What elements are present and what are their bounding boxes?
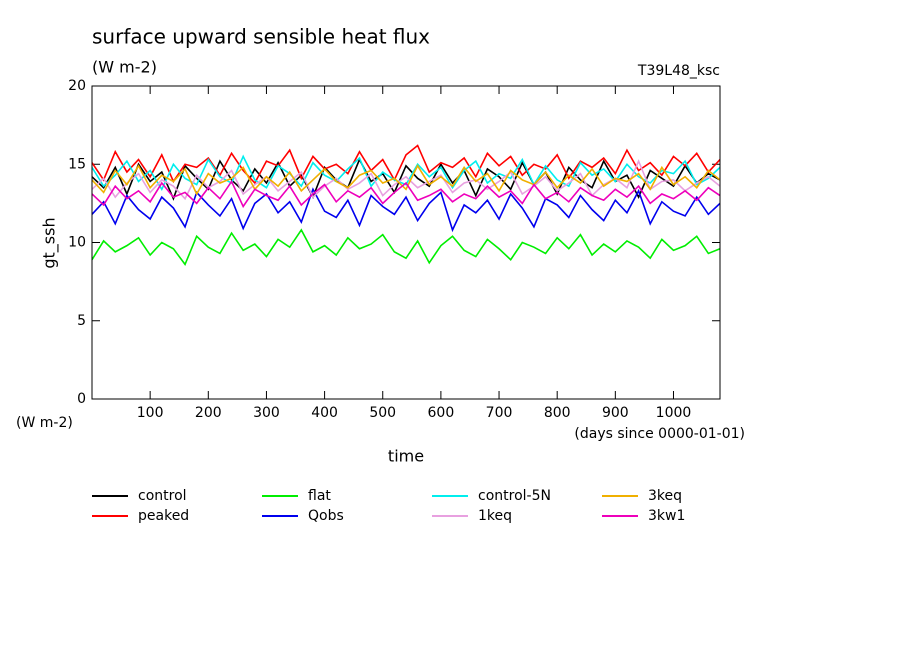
y-axis-label: gt_ssh <box>40 217 60 268</box>
series-line <box>91 154 721 191</box>
plot-frame <box>91 85 721 400</box>
x-tick-label: 600 <box>428 405 455 421</box>
plot-area <box>91 85 721 400</box>
series-line <box>91 179 721 209</box>
x-tick-label: 400 <box>311 405 338 421</box>
legend-label: control <box>138 488 187 504</box>
x-axis-label: time <box>388 447 424 466</box>
series-line <box>91 144 721 185</box>
subtitle: (W m-2) <box>92 58 157 77</box>
chart-title: surface upward sensible heat flux <box>92 25 430 49</box>
y-tick-label: 0 <box>77 391 86 407</box>
x-tick-label: 1000 <box>656 405 692 421</box>
legend-label: flat <box>308 488 331 504</box>
x-tick-label: 900 <box>602 405 629 421</box>
y-unit: (W m-2) <box>16 415 73 431</box>
legend-label: control-5N <box>478 488 551 504</box>
x-tick-label: 200 <box>195 405 222 421</box>
y-tick-label: 15 <box>68 156 86 172</box>
x-tick-label: 800 <box>544 405 571 421</box>
legend-label: peaked <box>138 508 189 524</box>
annotation: T39L48_ksc <box>637 63 720 79</box>
x-tick-label: 500 <box>369 405 396 421</box>
x-tick-label: 100 <box>137 405 164 421</box>
legend-label: 1keq <box>478 508 512 524</box>
series-line <box>91 164 721 196</box>
legend-label: 3keq <box>648 488 682 504</box>
y-tick-label: 10 <box>68 235 86 251</box>
x-unit: (days since 0000-01-01) <box>574 426 745 442</box>
legend-label: Qobs <box>308 508 344 524</box>
x-tick-label: 300 <box>253 405 280 421</box>
y-tick-label: 5 <box>77 313 86 329</box>
y-tick-label: 20 <box>68 78 86 94</box>
legend: control peaked flat Qobs control-5N 1keq 3keq 3… <box>92 488 685 524</box>
series-line <box>91 228 721 267</box>
legend-label: 3kw1 <box>648 508 685 524</box>
x-tick-label: 700 <box>486 405 513 421</box>
